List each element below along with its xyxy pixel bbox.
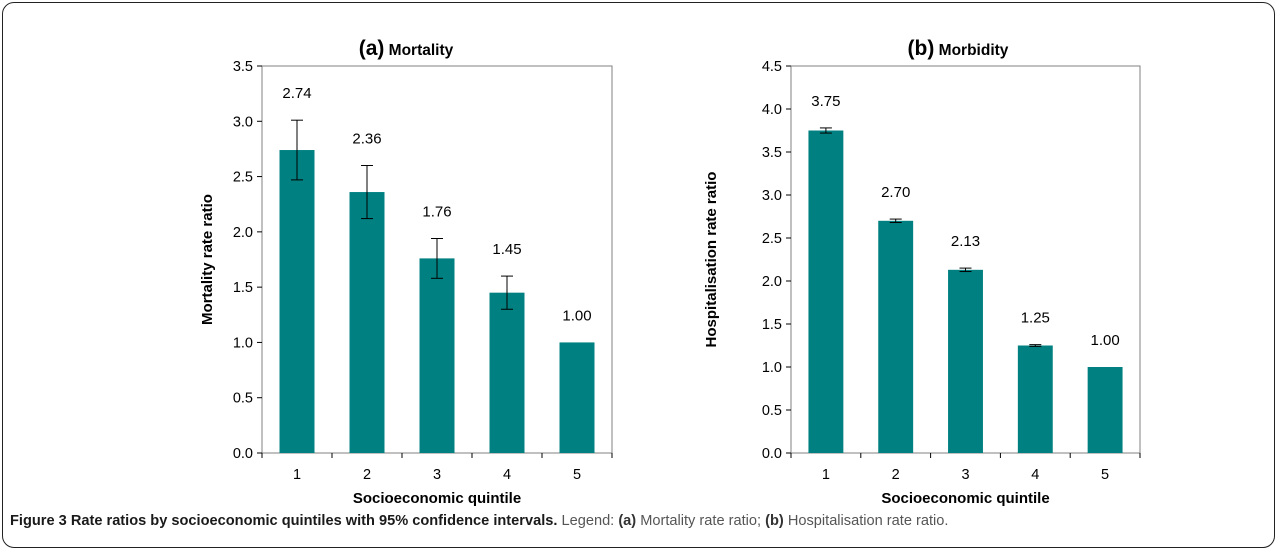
panel-b-y-tick-label: 1.0 [762, 360, 782, 376]
panel-a-bar-3 [419, 258, 455, 453]
panel-b-bar-4 [1017, 345, 1053, 453]
panel-b-title-text: Morbidity [934, 42, 1008, 59]
panel-a-chart-title: (a) Mortality [359, 37, 454, 60]
panel-b-y-tick-label: 1.5 [762, 317, 782, 333]
panel-b-y-tick-label: 4.0 [762, 102, 782, 118]
panel-a-panel-label: (a) [359, 37, 385, 60]
panel-b-x-tick-label-3: 3 [961, 467, 969, 483]
panel-a-y-tick-label: 3.0 [233, 114, 253, 130]
caption-figure-title: Rate ratios by socioeconomic quintiles w… [70, 513, 558, 529]
panel-b-y-axis-label: Hospitalisation rate ratio [703, 172, 720, 348]
panel-a-y-tick-label: 0.0 [233, 446, 253, 462]
panel-a-x-tick-label-3: 3 [433, 467, 441, 483]
panel-a-value-label-4: 1.45 [492, 241, 521, 258]
panel-a-y-axis-label: Mortality rate ratio [199, 194, 216, 325]
panel-b-value-label-2: 2.70 [881, 184, 910, 201]
caption-item-b-tag: (b) [765, 513, 784, 529]
panel-a-x-tick-label-5: 5 [573, 467, 581, 483]
panel-b-chart-title: (b) Morbidity [908, 37, 1009, 60]
panel-a-x-tick-label-4: 4 [503, 467, 511, 483]
panel-a-value-label-5: 1.00 [562, 307, 591, 324]
caption-item-a-text: Mortality rate ratio; [640, 513, 762, 529]
caption-legend-prefix: Legend: [561, 513, 615, 529]
caption-figure-label: Figure 3 [10, 513, 67, 529]
panel-a-x-axis-label: Socioeconomic quintile [353, 490, 521, 507]
panel-a-y-tick-label: 1.5 [233, 280, 253, 296]
panel-a-y-tick-label: 0.5 [233, 391, 253, 407]
panel-b-value-label-4: 1.25 [1021, 310, 1050, 327]
panel-b-x-tick-label-1: 1 [822, 467, 830, 483]
panel-b-panel-label: (b) [908, 37, 935, 60]
panel-a-value-label-1: 2.74 [282, 85, 311, 102]
panel-b-x-tick-label-5: 5 [1101, 467, 1109, 483]
panel-b-value-label-5: 1.00 [1090, 332, 1119, 349]
panel-b-y-tick-label: 2.0 [762, 274, 782, 290]
panel-a-bar-4 [489, 292, 525, 453]
panel-a-bar-2 [349, 192, 385, 453]
panel-b-bar-2 [878, 220, 914, 453]
panel-b-bar-5 [1087, 367, 1123, 453]
panel-b-value-label-3: 2.13 [951, 233, 980, 250]
panel-a-value-label-2: 2.36 [352, 131, 381, 148]
panel-a-bar-1 [279, 150, 315, 453]
panel-b-x-tick-label-2: 2 [892, 467, 900, 483]
panel-a-x-tick-label-2: 2 [363, 467, 371, 483]
panel-a-title-text: Mortality [384, 42, 453, 59]
panel-b-y-tick-label: 0.5 [762, 403, 782, 419]
panel-b-y-tick-label: 4.5 [762, 59, 782, 75]
panel-b-bar-3 [948, 269, 983, 453]
caption-item-a-tag: (a) [618, 513, 637, 529]
figure-caption: Figure 3 Rate ratios by socioeconomic qu… [10, 513, 1272, 529]
panel-a-y-tick-label: 2.5 [233, 170, 253, 186]
panel-b-bar-1 [808, 130, 844, 453]
panel-b-y-tick-label: 3.0 [762, 188, 782, 204]
panel-b-y-tick-label: 3.5 [762, 145, 782, 161]
panel-b-x-tick-label-4: 4 [1031, 467, 1039, 483]
figure-charts: 0.0 0.5 1.0 1.5 2.0 2.5 3.0 3.5 2.74 1 2.36 2 1.76 3 1… [199, 37, 1141, 507]
panel-a-y-tick-label: 2.0 [233, 225, 253, 241]
panel-b-value-label-1: 3.75 [811, 93, 840, 110]
panel-a-x-tick-label-1: 1 [293, 467, 301, 483]
caption-item-b-text: Hospitalisation rate ratio. [787, 513, 949, 529]
panel-a-value-label-3: 1.76 [422, 203, 451, 220]
panel-b-y-tick-label: 2.5 [762, 231, 782, 247]
panel-b-y-tick-label: 0.0 [762, 446, 782, 462]
panel-b-x-axis-label: Socioeconomic quintile [881, 490, 1049, 507]
panel-a-y-tick-label: 3.5 [233, 59, 253, 75]
panel-a-y-tick-label: 1.0 [233, 335, 253, 351]
panel-a-bar-5 [559, 342, 595, 453]
